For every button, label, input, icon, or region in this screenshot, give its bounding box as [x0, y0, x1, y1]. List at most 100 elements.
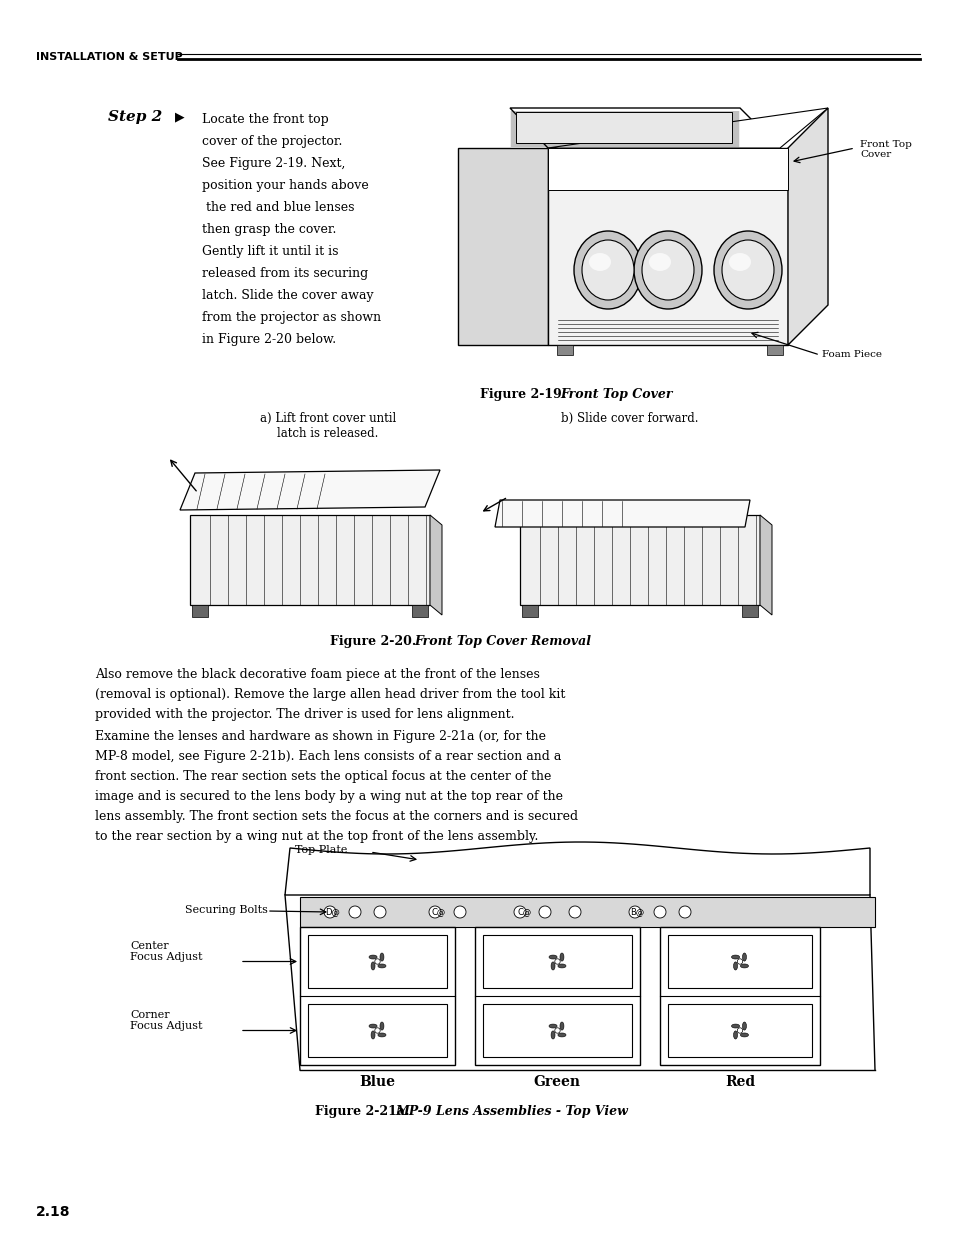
Text: Green: Green — [533, 1074, 579, 1089]
Ellipse shape — [741, 1023, 745, 1030]
Ellipse shape — [558, 1032, 565, 1037]
Circle shape — [429, 906, 440, 918]
Text: provided with the projector. The driver is used for lens alignment.: provided with the projector. The driver … — [95, 708, 514, 721]
Text: a) Lift front cover until
latch is released.: a) Lift front cover until latch is relea… — [259, 412, 395, 440]
Polygon shape — [430, 515, 441, 615]
Text: Figure 2-21a.: Figure 2-21a. — [314, 1105, 409, 1118]
Polygon shape — [412, 605, 428, 618]
FancyBboxPatch shape — [308, 935, 447, 988]
Text: Front Top Cover: Front Top Cover — [559, 388, 672, 401]
Polygon shape — [192, 605, 208, 618]
Polygon shape — [557, 345, 573, 354]
FancyBboxPatch shape — [667, 935, 811, 988]
Polygon shape — [766, 345, 782, 354]
Circle shape — [375, 1028, 380, 1034]
Ellipse shape — [559, 1023, 563, 1030]
Polygon shape — [760, 515, 771, 615]
Polygon shape — [787, 107, 827, 345]
Circle shape — [654, 906, 665, 918]
Ellipse shape — [588, 253, 610, 270]
Polygon shape — [495, 500, 749, 527]
Circle shape — [374, 906, 386, 918]
Ellipse shape — [731, 955, 739, 960]
Text: INSTALLATION & SETUP: INSTALLATION & SETUP — [36, 52, 183, 62]
Text: Also remove the black decorative foam piece at the front of the lenses: Also remove the black decorative foam pi… — [95, 668, 539, 680]
Text: (removal is optional). Remove the large allen head driver from the tool kit: (removal is optional). Remove the large … — [95, 688, 565, 701]
Text: C@: C@ — [432, 908, 446, 916]
Ellipse shape — [728, 253, 750, 270]
Ellipse shape — [371, 962, 375, 969]
Text: released from its securing: released from its securing — [202, 267, 368, 280]
Polygon shape — [190, 515, 430, 605]
Text: to the rear section by a wing nut at the top front of the lens assembly.: to the rear section by a wing nut at the… — [95, 830, 537, 844]
Text: Front Top
Cover: Front Top Cover — [859, 140, 911, 159]
FancyBboxPatch shape — [667, 1004, 811, 1057]
Polygon shape — [180, 471, 439, 510]
Text: C@: C@ — [517, 908, 532, 916]
Ellipse shape — [369, 1024, 376, 1028]
Ellipse shape — [641, 240, 693, 300]
Text: B@: B@ — [629, 908, 643, 916]
Polygon shape — [299, 927, 455, 1065]
Text: b) Slide cover forward.: b) Slide cover forward. — [560, 412, 698, 425]
Text: Red: Red — [724, 1074, 754, 1089]
Polygon shape — [521, 605, 537, 618]
Ellipse shape — [377, 1032, 386, 1037]
Polygon shape — [659, 927, 820, 1065]
Text: Figure 2-19.: Figure 2-19. — [479, 388, 565, 401]
Polygon shape — [519, 515, 760, 605]
Text: Figure 2-20.: Figure 2-20. — [330, 635, 416, 648]
Ellipse shape — [713, 231, 781, 309]
Circle shape — [454, 906, 465, 918]
Ellipse shape — [574, 231, 641, 309]
Ellipse shape — [377, 965, 386, 968]
Text: Gently lift it until it is: Gently lift it until it is — [202, 245, 338, 258]
Text: ▶: ▶ — [174, 110, 185, 124]
Text: See Figure 2-19. Next,: See Figure 2-19. Next, — [202, 157, 345, 170]
Ellipse shape — [634, 231, 701, 309]
Text: latch. Slide the cover away: latch. Slide the cover away — [202, 289, 374, 303]
Circle shape — [375, 958, 380, 965]
Text: Front Top Cover Removal: Front Top Cover Removal — [414, 635, 590, 648]
FancyBboxPatch shape — [308, 1004, 447, 1057]
Ellipse shape — [551, 962, 555, 969]
Ellipse shape — [721, 240, 773, 300]
Text: image and is secured to the lens body by a wing nut at the top rear of the: image and is secured to the lens body by… — [95, 790, 562, 803]
Circle shape — [737, 958, 742, 965]
Circle shape — [568, 906, 580, 918]
Text: cover of the projector.: cover of the projector. — [202, 135, 342, 148]
Ellipse shape — [731, 1024, 739, 1028]
Ellipse shape — [379, 1023, 383, 1030]
Polygon shape — [510, 107, 780, 148]
Polygon shape — [547, 107, 827, 148]
Ellipse shape — [740, 965, 748, 968]
Text: front section. The rear section sets the optical focus at the center of the: front section. The rear section sets the… — [95, 769, 551, 783]
Polygon shape — [457, 148, 547, 345]
Polygon shape — [741, 605, 758, 618]
Text: Locate the front top: Locate the front top — [202, 112, 329, 126]
Text: Examine the lenses and hardware as shown in Figure 2-21a (or, for the: Examine the lenses and hardware as shown… — [95, 730, 545, 743]
Text: from the projector as shown: from the projector as shown — [202, 311, 381, 324]
FancyBboxPatch shape — [482, 935, 631, 988]
Ellipse shape — [369, 955, 376, 960]
Circle shape — [737, 1028, 742, 1034]
FancyBboxPatch shape — [482, 1004, 631, 1057]
Text: then grasp the cover.: then grasp the cover. — [202, 224, 336, 236]
Circle shape — [555, 958, 559, 965]
Text: D@: D@ — [325, 908, 339, 916]
Ellipse shape — [548, 1024, 557, 1028]
Ellipse shape — [548, 955, 557, 960]
Polygon shape — [547, 148, 787, 190]
Text: MP-9 Lens Assemblies - Top View: MP-9 Lens Assemblies - Top View — [395, 1105, 627, 1118]
Text: position your hands above: position your hands above — [202, 179, 369, 191]
Polygon shape — [516, 112, 731, 143]
Text: 2.18: 2.18 — [36, 1205, 71, 1219]
Text: Securing Bolts: Securing Bolts — [185, 905, 268, 915]
Circle shape — [349, 906, 360, 918]
Circle shape — [555, 1028, 559, 1034]
Circle shape — [679, 906, 690, 918]
Polygon shape — [475, 927, 639, 1065]
Text: Foam Piece: Foam Piece — [821, 350, 882, 359]
Ellipse shape — [581, 240, 634, 300]
Circle shape — [628, 906, 640, 918]
